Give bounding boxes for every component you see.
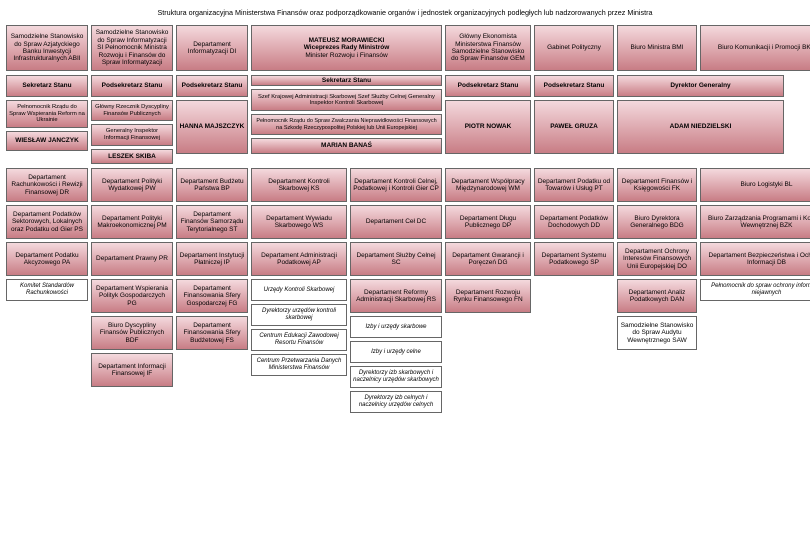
- departments-grid: Departament Rachunkowości i Rewizji Fina…: [6, 168, 804, 413]
- dept-box: Dyrektorzy izb skarbowych i naczelnicy u…: [350, 366, 442, 388]
- top-bkp: Biuro Komunikacji i Promocji BKP: [700, 25, 810, 71]
- sek-band: Sekretarz Stanu: [251, 75, 442, 86]
- sek-c8: Dyrektor Generalny: [617, 75, 784, 97]
- dept-box: Departament Długu Publicznego DP: [445, 205, 531, 239]
- name-c3: HANNA MAJSZCZYK: [176, 100, 248, 154]
- dept-col-5: Departament Kontroli Celnej, Podatkowej …: [350, 168, 442, 413]
- sek-c6: Podsekretarz Stanu: [445, 75, 531, 97]
- name-c4: MARIAN BANAŚ: [251, 138, 442, 153]
- dept-box: Departament Finansowania Sfery Budżetowe…: [176, 316, 248, 350]
- name-c6: PIOTR NOWAK: [445, 100, 531, 154]
- dept-col-2: Departament Polityki Wydatkowej PWDepart…: [91, 168, 173, 387]
- dept-box: Biuro Zarządzania Programami i Kontroli …: [700, 205, 810, 239]
- dept-box: Departament Systemu Podatkowego SP: [534, 242, 614, 276]
- dept-box: Dyrektorzy izb celnych i naczelnicy urzę…: [350, 391, 442, 413]
- dept-box: Departament Współpracy Międzynarodowej W…: [445, 168, 531, 202]
- dept-box: Departament Wspierania Polityk Gospodarc…: [91, 279, 173, 313]
- minister-role1: Wiceprezes Rady Ministrów: [304, 44, 390, 51]
- dept-box: Centrum Przetwarzania Danych Ministerstw…: [251, 354, 347, 376]
- dept-box: Centrum Edukacji Zawodowej Resortu Finan…: [251, 329, 347, 351]
- dept-box: Departament Informacji Finansowej IF: [91, 353, 173, 387]
- dept-box: Departament Ochrony Interesów Finansowyc…: [617, 242, 697, 276]
- dept-box: Departament Budżetu Państwa BP: [176, 168, 248, 202]
- sub-c2a: Główny Rzecznik Dyscypliny Finansów Publ…: [91, 100, 173, 121]
- sek-c3: Podsekretarz Stanu: [176, 75, 248, 97]
- top-gem: Główny Ekonomista Ministerstwa Finansów …: [445, 25, 531, 71]
- dept-box: Departament Podatku Akcyzowego PA: [6, 242, 88, 276]
- dept-box: Izby i urzędy celne: [350, 341, 442, 363]
- sek-c4-detail: Szef Krajowej Administracji Skarbowej Sz…: [251, 89, 442, 111]
- dept-box: Departament Finansowania Sfery Gospodarc…: [176, 279, 248, 313]
- dept-box: Departament Bezpieczeństwa i Ochrony Inf…: [700, 242, 810, 276]
- dept-box: Departament Rachunkowości i Rewizji Fina…: [6, 168, 88, 202]
- dept-col-4: Departament Kontroli Skarbowej KSDeparta…: [251, 168, 347, 376]
- sub-c2b: Generalny Inspektor Informacji Finansowe…: [91, 124, 173, 145]
- dept-col-9: Biuro Logistyki BLBiuro Zarządzania Prog…: [700, 168, 810, 301]
- dept-box: Departament Podatków Sektorowych, Lokaln…: [6, 205, 88, 239]
- dept-box: Pełnomocnik do spraw ochrony informacji …: [700, 279, 810, 301]
- name-c8: ADAM NIEDZIELSKI: [617, 100, 784, 154]
- name-c1: WIESŁAW JANCZYK: [6, 131, 88, 151]
- top-row: Samodzielne Stanowisko do Spraw Azjatyck…: [6, 25, 804, 71]
- minister-role2: Minister Rozwoju i Finansów: [305, 52, 387, 59]
- sekretarz-row: Sekretarz Stanu Pełnomocnik Rządu do Spr…: [6, 75, 804, 164]
- dept-col-1: Departament Rachunkowości i Rewizji Fina…: [6, 168, 88, 301]
- dept-box: Departament Podatków Dochodowych DD: [534, 205, 614, 239]
- top-di: Departament Informatyzacji DI: [176, 25, 248, 71]
- dept-box: Biuro Dyrektora Generalnego BDG: [617, 205, 697, 239]
- dept-box: Departament Finansów Samorządu Terytoria…: [176, 205, 248, 239]
- dept-box: Departament Służby Celnej SC: [350, 242, 442, 276]
- dept-box: Departament Gwarancji i Poręczeń DG: [445, 242, 531, 276]
- dept-box: Departament Prawny PR: [91, 242, 173, 276]
- dept-box: Departament Polityki Makroekonomicznej P…: [91, 205, 173, 239]
- top-minister: MATEUSZ MORAWIECKI Wiceprezes Rady Minis…: [251, 25, 442, 71]
- dept-box: Departament Reformy Administracji Skarbo…: [350, 279, 442, 313]
- dept-col-3: Departament Budżetu Państwa BPDepartamen…: [176, 168, 248, 350]
- dept-box: Departament Polityki Wydatkowej PW: [91, 168, 173, 202]
- top-si: Samodzielne Stanowisko do Spraw Informat…: [91, 25, 173, 71]
- sek-c7: Podsekretarz Stanu: [534, 75, 614, 97]
- dept-box: Biuro Logistyki BL: [700, 168, 810, 202]
- dept-box: Departament Administracji Podatkowej AP: [251, 242, 347, 276]
- sub-c1: Pełnomocnik Rządu do Spraw Wspierania Re…: [6, 100, 88, 128]
- top-abii: Samodzielne Stanowisko do Spraw Azjatyck…: [6, 25, 88, 71]
- dept-col-6: Departament Współpracy Międzynarodowej W…: [445, 168, 531, 313]
- top-bmi: Biuro Ministra BMI: [617, 25, 697, 71]
- sub-c4: Pełnomocnik Rządu do Spraw Zwalczania Ni…: [251, 114, 442, 135]
- dept-box: Departament Podatku od Towarów i Usług P…: [534, 168, 614, 202]
- dept-box: Departament Kontroli Celnej, Podatkowej …: [350, 168, 442, 202]
- dept-box: Departament Ceł DC: [350, 205, 442, 239]
- name-c2: LESZEK SKIBA: [91, 149, 173, 164]
- dept-col-8: Departament Finansów i Księgowości FKBiu…: [617, 168, 697, 350]
- dept-box: Izby i urzędy skarbowe: [350, 316, 442, 338]
- dept-box: Biuro Dyscypliny Finansów Publicznych BD…: [91, 316, 173, 350]
- dept-box: Dyrektorzy urzędów kontroli skarbowej: [251, 304, 347, 326]
- sek-c2: Podsekretarz Stanu: [91, 75, 173, 97]
- dept-box: Departament Rozwoju Rynku Finansowego FN: [445, 279, 531, 313]
- minister-name: MATEUSZ MORAWIECKI: [309, 37, 385, 44]
- sek-c1: Sekretarz Stanu: [6, 75, 88, 97]
- dept-box: Samodzielne Stanowisko do Spraw Audytu W…: [617, 316, 697, 350]
- dept-box: Departament Instytucji Płatniczej IP: [176, 242, 248, 276]
- dept-box: Departament Finansów i Księgowości FK: [617, 168, 697, 202]
- name-c7: PAWEŁ GRUZA: [534, 100, 614, 154]
- dept-col-7: Departament Podatku od Towarów i Usług P…: [534, 168, 614, 276]
- dept-box: Departament Wywiadu Skarbowego WS: [251, 205, 347, 239]
- dept-box: Urzędy Kontroli Skarbowej: [251, 279, 347, 301]
- dept-box: Komitet Standardów Rachunkowości: [6, 279, 88, 301]
- dept-box: Departament Analiz Podatkowych DAN: [617, 279, 697, 313]
- page-title: Struktura organizacyjna Ministerstwa Fin…: [6, 8, 804, 17]
- dept-box: Departament Kontroli Skarbowej KS: [251, 168, 347, 202]
- top-gabinet: Gabinet Polityczny: [534, 25, 614, 71]
